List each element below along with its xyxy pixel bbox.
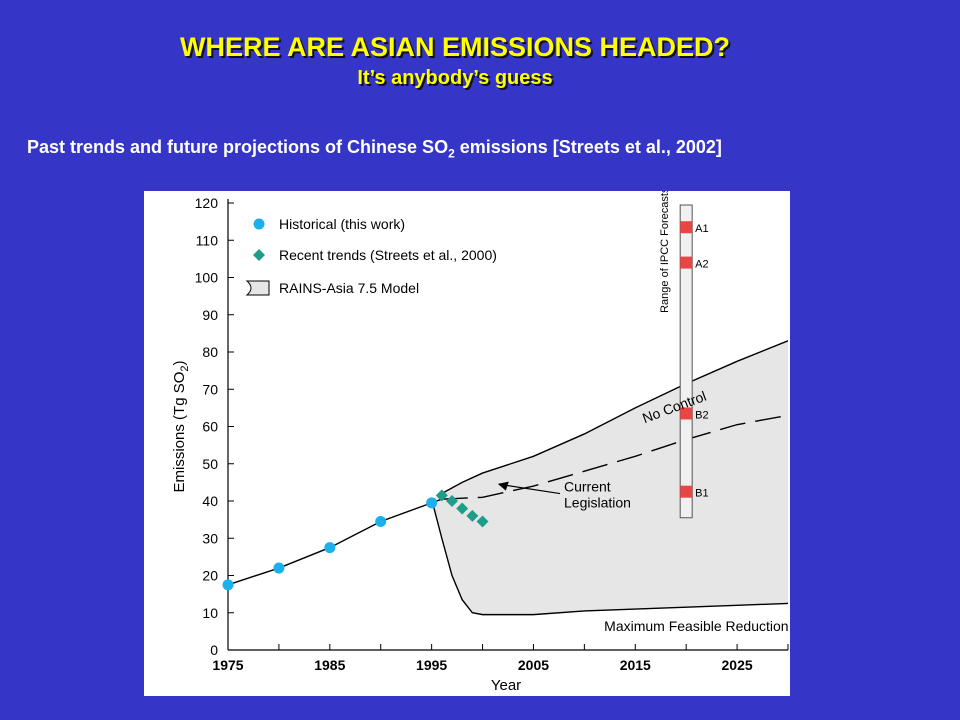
current-legislation-arrowhead <box>497 481 509 491</box>
x-axis-title: Year <box>491 677 521 694</box>
y-tick-label: 90 <box>202 307 218 323</box>
y-tick-label: 10 <box>202 605 218 621</box>
slide-title: WHERE ARE ASIAN EMISSIONS HEADED? <box>179 32 731 62</box>
y-tick-label: 120 <box>195 195 219 211</box>
current-legislation-pointer <box>503 484 561 495</box>
y-axis-title-part: ) <box>171 361 188 366</box>
y-tick-label: 70 <box>202 381 218 397</box>
recent-trend-point <box>456 502 469 515</box>
historical-point <box>273 562 285 574</box>
rains-model-region <box>431 340 788 615</box>
ipcc-scenario-label: B2 <box>695 409 708 421</box>
y-tick-label: 50 <box>202 456 218 472</box>
ipcc-scenario-marker <box>680 256 693 269</box>
y-tick-label: 20 <box>202 568 218 584</box>
ipcc-scenario-marker <box>680 221 693 234</box>
chart-caption: Past trends and future projections of Ch… <box>27 137 722 161</box>
y-axis-title-part: Emissions (Tg SO <box>171 372 188 493</box>
x-tick-label: 2025 <box>722 657 753 673</box>
x-tick-label: 1985 <box>314 657 345 673</box>
y-tick-label: 60 <box>202 419 218 435</box>
max-feasible-reduction-line <box>430 498 789 616</box>
ipcc-scenario-marker <box>680 485 693 498</box>
legend-rains-model-marker <box>245 280 270 296</box>
max-feasible-reduction-annotation: Maximum Feasible Reduction <box>604 618 788 634</box>
historical-point <box>324 542 336 554</box>
chart-panel: 0 10 20 30 40 50 60 70 80 90 100 110 120 1975 1985 1995… <box>144 191 790 696</box>
current-legislation-line <box>441 414 789 500</box>
historical-point <box>222 579 234 591</box>
caption-text-suffix: emissions [Streets et al., 2002] <box>454 137 722 157</box>
recent-trend-point <box>446 495 458 507</box>
ipcc-range-label: Range of IPCC Forecasts <box>659 191 671 313</box>
x-tick-label: 1975 <box>212 657 243 673</box>
ipcc-scenario-label: A1 <box>695 223 708 235</box>
recent-trend-point <box>476 515 489 528</box>
legend-rains-model-label: RAINS-Asia 7.5 Model <box>279 280 419 296</box>
recent-trend-point <box>435 489 448 502</box>
slide-subtitle: It’s anybody’s guess <box>357 67 553 89</box>
ipcc-scenario-marker <box>680 407 693 420</box>
historical-trend-line <box>227 498 443 586</box>
caption-subscript: 2 <box>448 146 455 161</box>
y-tick-label: 100 <box>195 270 219 286</box>
x-tick-label: 1995 <box>416 657 447 673</box>
historical-point <box>426 497 438 509</box>
historical-point <box>375 515 387 527</box>
y-axis-title: Emissions (Tg SO2) <box>171 361 191 493</box>
y-tick-label: 80 <box>202 344 218 360</box>
y-tick-label: 30 <box>202 530 218 546</box>
x-tick-label: 2015 <box>620 657 651 673</box>
y-tick-label: 0 <box>210 642 218 658</box>
current-legislation-annotation: Legislation <box>564 494 631 510</box>
emissions-chart: 0 10 20 30 40 50 60 70 80 90 100 110 120 1975 1985 1995… <box>171 191 789 694</box>
legend-recent-trends-label: Recent trends (Streets et al., 2000) <box>279 247 497 263</box>
current-legislation-annotation: Current <box>564 478 611 494</box>
x-tick-label: 2005 <box>518 657 549 673</box>
ipcc-scenario-label: B1 <box>695 488 708 500</box>
ipcc-range-bar <box>679 204 693 519</box>
y-axis-title-subscript: 2 <box>179 366 191 372</box>
legend-historical-marker <box>253 218 265 230</box>
caption-text-prefix: Past trends and future projections of Ch… <box>27 137 449 157</box>
recent-trend-point <box>466 509 479 522</box>
ipcc-scenario-label: A2 <box>695 259 708 271</box>
legend-historical-label: Historical (this work) <box>279 216 405 232</box>
legend-recent-trends-marker <box>253 249 265 261</box>
y-tick-label: 40 <box>202 493 218 509</box>
y-tick-label: 110 <box>196 232 219 248</box>
no-control-line <box>441 340 789 495</box>
